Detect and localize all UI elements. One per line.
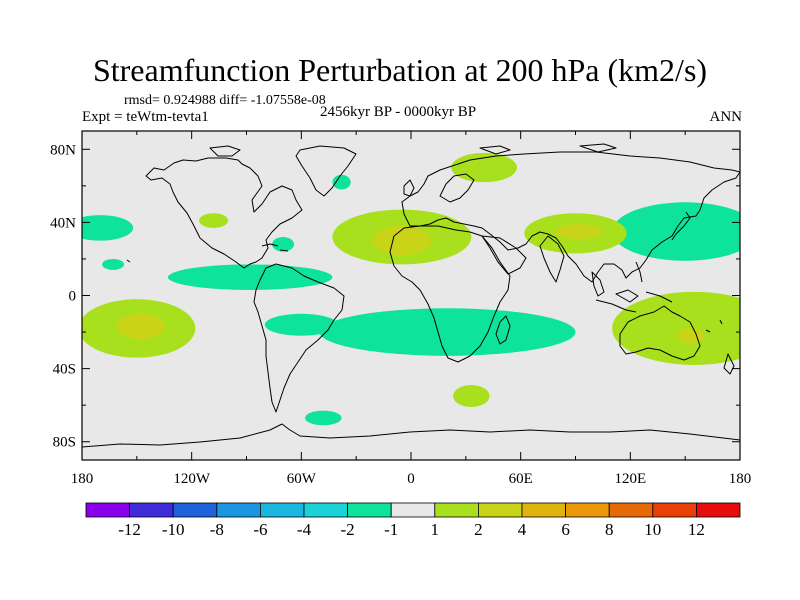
colorbar-label: 6 <box>561 520 570 539</box>
colorbar-box <box>85 502 130 518</box>
colorbar-label: -1 <box>384 520 398 539</box>
colorbar-box <box>216 502 261 518</box>
anomaly-sahara-core <box>372 226 432 256</box>
lon-label: 0 <box>407 471 415 487</box>
axis-ticks <box>81 131 741 460</box>
experiment-label: Expt = teWtm-tevta1 <box>82 109 209 125</box>
coast-pacific-islands <box>126 259 723 333</box>
colorbar-box <box>347 502 392 518</box>
lon-label: 180 <box>729 471 752 487</box>
colorbar-box <box>434 502 479 518</box>
colorbar-label: -8 <box>210 520 224 539</box>
colorbar-box <box>303 502 348 518</box>
lat-label: 40N <box>50 215 76 231</box>
axis-labels: 80N 40N 0 40S 80S 180 120W 60W 0 60E 120E 180 <box>50 142 751 487</box>
colorbar-box <box>652 502 697 518</box>
anomaly-southern-ocean-neg <box>304 410 342 426</box>
season-label: ANN <box>709 109 743 125</box>
lon-label: 60W <box>287 471 317 487</box>
anomaly-west-atlantic-neg <box>82 215 134 241</box>
coast-australia <box>619 305 701 361</box>
colorbar-box <box>608 502 654 518</box>
colorbar-label: 2 <box>474 520 483 539</box>
rmsd-stats: rmsd= 0.924988 diff= -1.07558e-08 <box>124 93 326 108</box>
anomaly-australia-pos <box>612 291 740 365</box>
anomaly-north-atlantic-neg <box>332 174 351 190</box>
coast-arabia <box>481 235 527 275</box>
colorbar-labels: -12 -10 -8 -6 -4 -2 -1 1 2 4 6 8 10 12 <box>118 520 705 539</box>
time-period-label: 2456kyr BP - 0000kyr BP <box>320 104 477 120</box>
coast-new-zealand <box>723 353 735 375</box>
colorbar-label: 1 <box>431 520 440 539</box>
lon-label: 120W <box>173 471 211 487</box>
coast-north-america <box>145 157 303 269</box>
anomaly-east-pacific-neg <box>102 258 125 270</box>
coast-uk <box>403 179 415 197</box>
coast-scandinavia <box>439 173 475 203</box>
coast-arctic-islands <box>209 143 617 157</box>
colorbar-boxes <box>85 502 741 518</box>
colorbar-box <box>477 502 523 518</box>
coast-antarctica <box>82 423 740 448</box>
lon-label: 120E <box>614 471 646 487</box>
colorbar-label: -12 <box>118 520 141 539</box>
coast-philippines <box>635 261 643 283</box>
plot-title: Streamfunction Perturbation at 200 hPa (… <box>92 52 708 88</box>
anomaly-south-atlantic-neg <box>319 308 576 356</box>
anomaly-central-pacific-neg <box>167 264 333 291</box>
colorbar-label: 8 <box>605 520 614 539</box>
lon-label: 180 <box>71 471 94 487</box>
anomaly-east-brazil-neg <box>264 313 338 336</box>
anomaly-north-pacific-neg-edge <box>612 202 740 261</box>
colorbar-label: -2 <box>341 520 355 539</box>
coast-africa <box>389 225 511 363</box>
lat-label: 0 <box>69 289 77 305</box>
coast-southeast-asia <box>591 271 673 313</box>
coast-greenland <box>295 145 357 197</box>
colorbar-label: 10 <box>644 520 661 539</box>
colorbar-label: -6 <box>253 520 267 539</box>
map-background <box>82 131 740 460</box>
colorbar-label: 4 <box>518 520 527 539</box>
lon-label: 60E <box>509 471 533 487</box>
colorbar-box <box>696 502 741 518</box>
coastlines <box>82 143 740 448</box>
anomaly-contours <box>82 152 740 426</box>
colorbar-box <box>390 502 436 518</box>
coast-madagascar <box>495 315 511 345</box>
coast-eurasia <box>401 151 740 283</box>
lat-label: 80N <box>50 142 76 158</box>
coast-japan <box>671 211 691 241</box>
colorbar-box <box>129 502 174 518</box>
coast-caribbean <box>261 243 289 252</box>
coast-south-america <box>253 263 345 413</box>
colorbar-label: 12 <box>688 520 705 539</box>
colorbar-box <box>565 502 610 518</box>
anomaly-north-america-pos <box>198 213 229 228</box>
colorbar-label: -4 <box>297 520 312 539</box>
coast-india <box>539 235 565 283</box>
anomaly-south-indian-pos <box>453 385 490 407</box>
anomaly-south-pacific-core <box>116 313 165 340</box>
lat-label: 40S <box>53 362 76 378</box>
colorbar-box <box>172 502 218 518</box>
colorbar-box <box>521 502 566 518</box>
lat-label: 80S <box>53 435 76 451</box>
anomaly-caribbean-neg <box>272 237 295 252</box>
anomaly-south-asia-core <box>555 224 603 239</box>
colorbar-label: -10 <box>162 520 185 539</box>
colorbar-box <box>259 502 305 518</box>
